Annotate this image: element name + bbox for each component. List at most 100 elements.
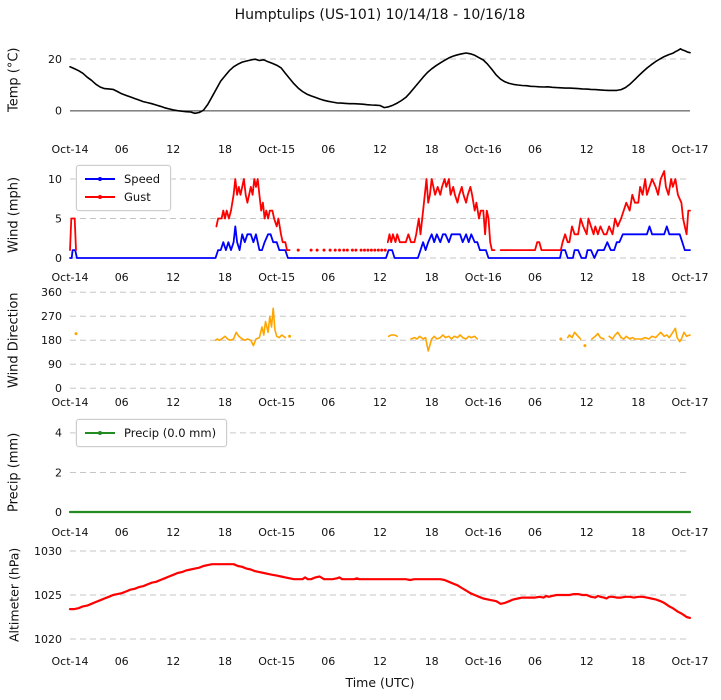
xtick-label: 18	[218, 655, 232, 668]
legend-entry-speed: Speed	[85, 170, 160, 188]
xtick-label: 12	[373, 526, 387, 539]
Gust-point	[338, 248, 341, 252]
Gust-point	[345, 248, 349, 252]
panel-altimeter: 1020 1025 1030 Oct-14 06 12 18 Oct-15 06 12 18 Oct-…	[34, 545, 709, 668]
xtick-label: Oct-15	[258, 143, 295, 156]
WindDirection-line	[410, 334, 479, 352]
chart-title: Humptulips (US-101) 10/14/18 - 10/16/18	[234, 7, 526, 23]
xtick-label: Oct-16	[465, 526, 502, 539]
xtick-label: 18	[218, 396, 232, 409]
precip-marker-dot	[98, 431, 102, 435]
xtick-label: 06	[321, 526, 335, 539]
xtick-label: 12	[373, 271, 387, 284]
ytick-label: 10	[48, 173, 62, 186]
WindDirection-line	[608, 327, 691, 343]
xtick-label: 06	[321, 655, 335, 668]
xtick-label: 12	[580, 526, 594, 539]
ytick-label: 0	[55, 252, 62, 265]
Gust-point	[359, 248, 363, 252]
precip-legend: Precip (0.0 mm)	[76, 419, 228, 447]
xtick-label: 12	[166, 396, 180, 409]
xtick-label: Oct-15	[258, 396, 295, 409]
xtick-label: 06	[115, 526, 129, 539]
gust-marker-dot	[98, 195, 102, 199]
Gust-line	[215, 178, 291, 252]
xtick-label: 12	[373, 143, 387, 156]
Gust-point	[354, 248, 358, 252]
xtick-label: Oct-14	[52, 526, 89, 539]
ytick-label: 1030	[34, 545, 62, 558]
panel-temp: 0 20 Oct-14 06 12 18 Oct-15 06 12 18 Oct-16 06 12 18 O…	[48, 47, 709, 156]
Gust-point	[309, 248, 313, 252]
ytick-label: 0	[55, 382, 62, 395]
gust-line-sample	[85, 195, 115, 199]
xtick-label: 12	[373, 396, 387, 409]
xtick-label: 12	[166, 526, 180, 539]
xtick-label: 12	[166, 655, 180, 668]
Gust-point	[363, 248, 366, 252]
Altimeter-line	[68, 563, 692, 620]
WindDirection-line	[590, 332, 605, 340]
xtick-label: Oct-16	[465, 655, 502, 668]
Gust-point	[373, 248, 377, 252]
xtick-label: Oct-17	[672, 271, 709, 284]
WindDirection-point	[288, 334, 292, 338]
Gust-point	[369, 248, 373, 252]
ytick-label: 1020	[34, 633, 62, 646]
xtick-label: 18	[425, 655, 439, 668]
speed-line-sample	[85, 177, 115, 181]
Speed-line	[69, 225, 691, 259]
speed-marker-dot	[98, 177, 102, 181]
xtick-label: 18	[425, 396, 439, 409]
xtick-label: Oct-14	[52, 143, 89, 156]
WindDirection-point	[559, 337, 563, 341]
WindDirection-point	[74, 332, 78, 336]
Gust-point	[380, 248, 384, 252]
Gust-point	[315, 248, 319, 252]
panel-precip: 0 2 4 Oct-14 06 12 18 Oct-15 06 12 18 Oct-16 06 12 18 O…	[52, 427, 709, 539]
xtick-label: Oct-16	[465, 271, 502, 284]
ytick-label: 270	[41, 310, 62, 323]
precip-line-sample	[85, 431, 115, 435]
xtick-label: 06	[115, 271, 129, 284]
Temp-line	[69, 47, 691, 115]
xtick-label: Oct-15	[258, 655, 295, 668]
xtick-label: Oct-16	[465, 396, 502, 409]
xtick-label: 12	[580, 396, 594, 409]
xtick-label: Oct-14	[52, 655, 89, 668]
xtick-label: 18	[425, 143, 439, 156]
WindDirection-line	[214, 307, 287, 347]
Gust-line	[499, 170, 691, 252]
ytick-label: 5	[55, 212, 62, 225]
xtick-label: 06	[321, 396, 335, 409]
Gust-point	[383, 248, 387, 252]
xtick-label: Oct-14	[52, 271, 89, 284]
xtick-label: 18	[631, 143, 645, 156]
Gust-point	[333, 248, 337, 252]
Gust-point	[322, 248, 326, 252]
legend-label-speed: Speed	[124, 172, 161, 186]
xtick-label: 18	[218, 526, 232, 539]
Gust-point	[350, 248, 354, 252]
xtick-label: 12	[373, 655, 387, 668]
xtick-label: 12	[166, 271, 180, 284]
legend-entry-precip: Precip (0.0 mm)	[85, 424, 216, 442]
ytick-label: 0	[55, 105, 62, 118]
legend-entry-gust: Gust	[85, 188, 160, 206]
ytick-label: 2	[55, 466, 62, 479]
xtick-label: 18	[425, 271, 439, 284]
xtick-label: 12	[166, 143, 180, 156]
ytick-label: 20	[48, 53, 62, 66]
Gust-point	[342, 248, 346, 252]
WindDirection-line	[387, 334, 399, 338]
xtick-label: 18	[631, 526, 645, 539]
panel-wind-direction: 0 90 180 270 360 Oct-14 06 12 18 Oct-15 06 12 18 Oct-…	[41, 286, 709, 409]
ytick-label: 360	[41, 286, 62, 299]
ytick-label: 4	[55, 427, 62, 440]
x-axis-label: Time (UTC)	[345, 675, 415, 690]
xtick-label: 06	[528, 526, 542, 539]
xtick-label: 06	[115, 655, 129, 668]
xtick-label: 12	[580, 271, 594, 284]
